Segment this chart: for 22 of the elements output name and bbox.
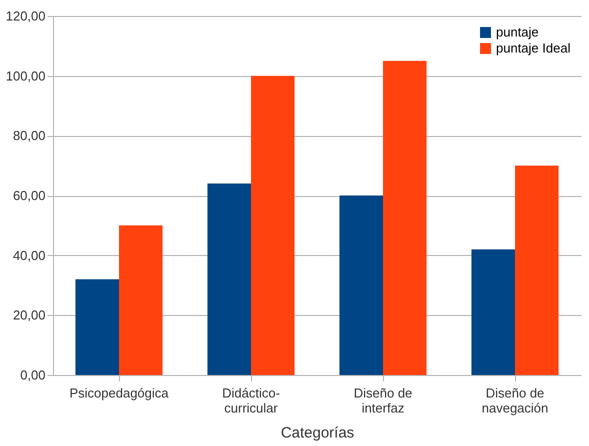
y-tick-label: 100,00 [6, 68, 46, 84]
y-tick-label: 60,00 [12, 188, 46, 203]
bar [471, 249, 515, 375]
bar [339, 196, 383, 375]
legend-label: puntaje Ideal [496, 40, 571, 56]
y-tick-label: 120,00 [6, 8, 46, 24]
x-tick-label: Diseño de interfaz [354, 386, 412, 416]
x-axis-title: Categorías [280, 424, 354, 442]
bar [515, 166, 559, 375]
x-tick-label: Diseño de navegación [482, 386, 548, 416]
bar [251, 76, 295, 375]
bar [207, 184, 251, 375]
y-tick-label: 80,00 [12, 128, 46, 144]
bar [119, 225, 163, 375]
y-tick-label: 40,00 [12, 248, 46, 263]
legend-label: puntaje [496, 24, 539, 40]
bar [75, 279, 119, 375]
x-tick-label: Psicopedagógica [69, 386, 170, 400]
y-tick-label: 20,00 [12, 308, 46, 323]
x-tick-label: Didáctico-curricular [222, 386, 280, 416]
y-tick-label: 0,00 [20, 368, 46, 382]
bar [383, 60, 427, 375]
